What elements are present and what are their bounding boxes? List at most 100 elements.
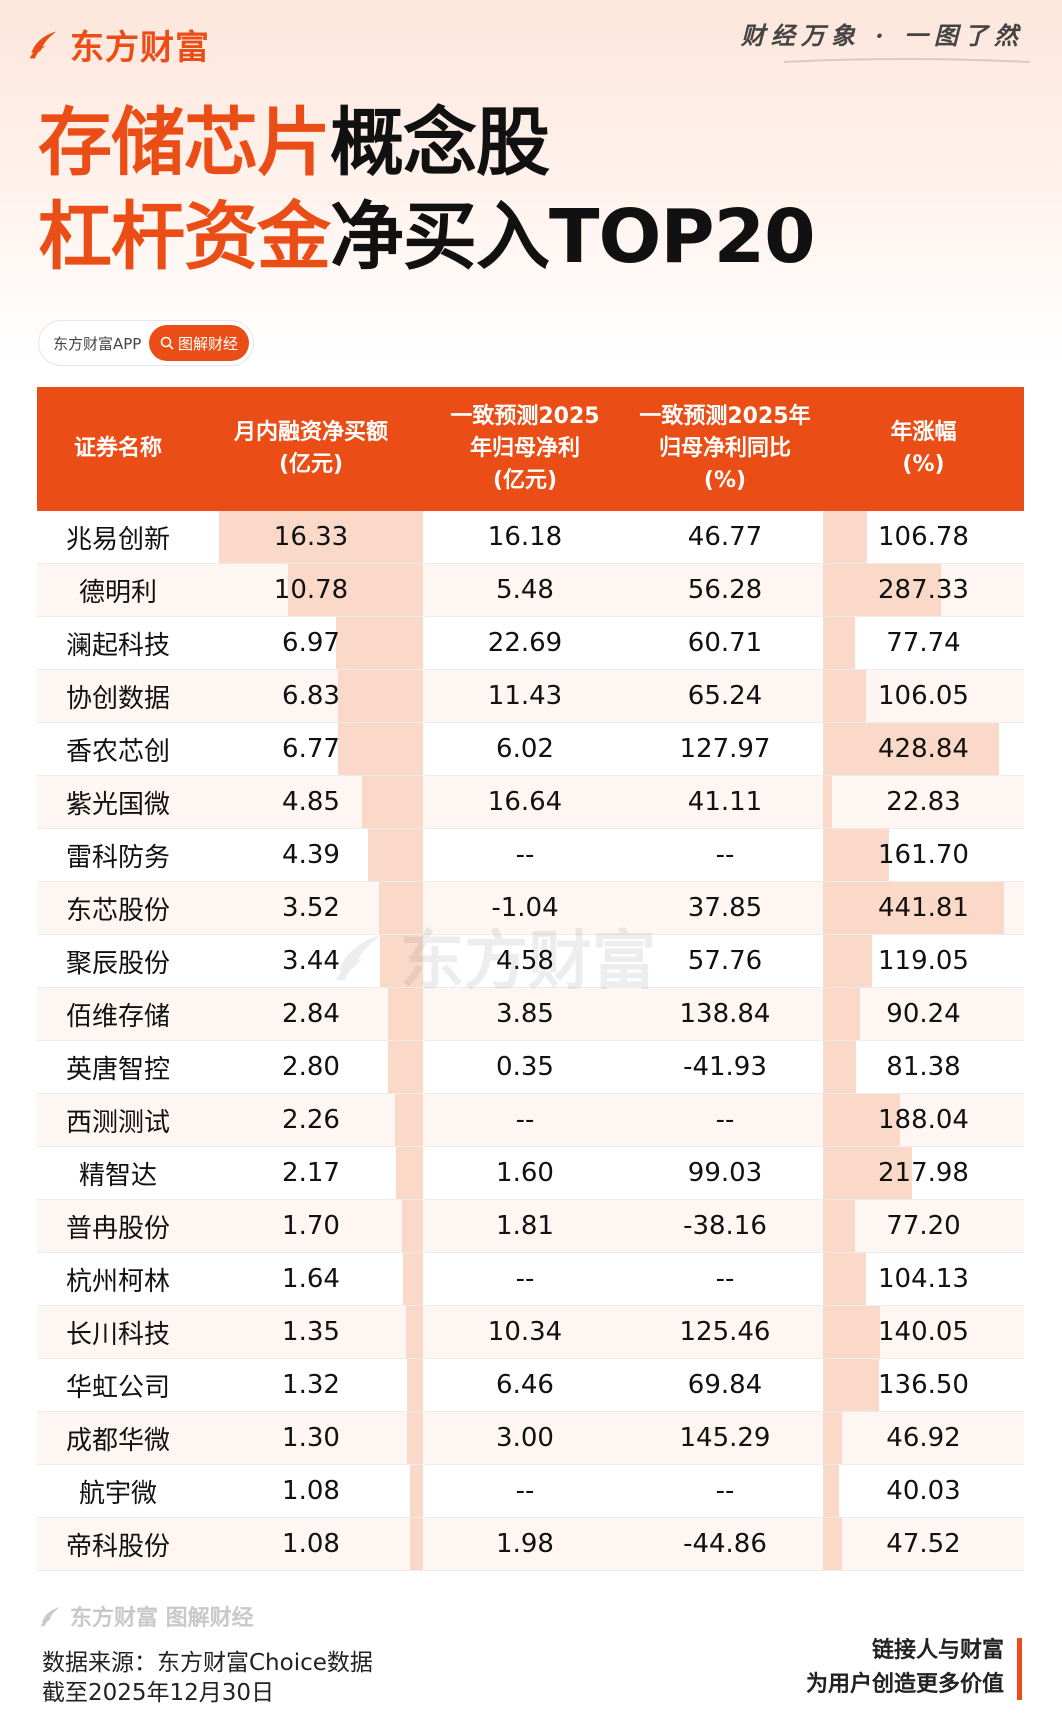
- value-cell: 161.70: [823, 829, 1024, 881]
- table-row: 东芯股份 3.52 -1.04 37.85 441.81: [37, 882, 1024, 935]
- stock-name-cell: 成都华微: [37, 1412, 199, 1464]
- value-cell: --: [627, 1465, 823, 1517]
- value-cell: 41.11: [627, 776, 823, 828]
- value-cell: 140.05: [823, 1306, 1024, 1358]
- cell-text: 188.04: [878, 1105, 969, 1135]
- value-cell: 11.43: [423, 670, 627, 722]
- table-row: 杭州柯林 1.64 -- -- 104.13: [37, 1253, 1024, 1306]
- cell-text: 4.58: [496, 946, 554, 976]
- column-header-line: 月内融资净买额: [233, 420, 388, 445]
- cell-text: --: [515, 1105, 535, 1135]
- cell-text: 精智达: [78, 1160, 157, 1191]
- value-cell: 1.70: [199, 1200, 423, 1252]
- stock-name-cell: 帝科股份: [37, 1518, 199, 1570]
- stock-name-cell: 澜起科技: [37, 617, 199, 669]
- cell-text: -38.16: [683, 1211, 767, 1241]
- stock-name-cell: 普冉股份: [37, 1200, 199, 1252]
- net-buy-bar: [407, 1412, 423, 1464]
- cell-text: 6.77: [282, 734, 340, 764]
- cell-text: 60.71: [687, 628, 763, 658]
- cell-text: 协创数据: [65, 683, 170, 714]
- stock-name-cell: 兆易创新: [37, 511, 199, 563]
- net-buy-bar: [368, 829, 423, 881]
- cell-text: 81.38: [886, 1052, 961, 1082]
- data-table: 证券名称 月内融资净买额 (亿元) 一致预测2025 年归母净利 (亿元) 一致预测2025…: [37, 387, 1024, 1571]
- footer-brand: 东方财富 图解财经: [38, 1600, 254, 1632]
- net-buy-bar: [402, 1200, 423, 1252]
- cell-text: 1.32: [282, 1370, 340, 1400]
- annual-rise-bar: [823, 1147, 912, 1199]
- cell-text: 1.64: [282, 1264, 340, 1294]
- cell-text: 106.78: [878, 522, 969, 552]
- cell-text: 3.85: [496, 999, 554, 1029]
- value-cell: 428.84: [823, 723, 1024, 775]
- cell-text: --: [715, 1105, 735, 1135]
- value-cell: 1.64: [199, 1253, 423, 1305]
- app-pill[interactable]: 东方财富APP 图解财经: [38, 320, 254, 366]
- source-text: 数据来源：东方财富Choice数据: [42, 1650, 373, 1676]
- stock-name-cell: 香农芯创: [37, 723, 199, 775]
- net-buy-bar: [406, 1306, 423, 1358]
- net-buy-bar: [380, 935, 423, 987]
- column-header-line: 归母净利同比: [658, 436, 791, 461]
- title-line-1-rest: 概念股: [330, 100, 550, 186]
- value-cell: 2.80: [199, 1041, 423, 1093]
- net-buy-bar: [288, 564, 423, 616]
- cell-text: 428.84: [878, 734, 969, 764]
- value-cell: 104.13: [823, 1253, 1024, 1305]
- cell-text: 成都华微: [65, 1425, 170, 1456]
- cell-text: 1.70: [282, 1211, 340, 1241]
- cell-text: 22.83: [886, 787, 961, 817]
- value-cell: 5.48: [423, 564, 627, 616]
- cell-text: 2.84: [282, 999, 340, 1029]
- table-row: 雷科防务 4.39 -- -- 161.70: [37, 829, 1024, 882]
- cell-text: 1.30: [282, 1423, 340, 1453]
- value-cell: 1.60: [423, 1147, 627, 1199]
- value-cell: 99.03: [627, 1147, 823, 1199]
- motto-accent-bar: [1017, 1638, 1022, 1700]
- title-line-2-rest: 净买入TOP20: [330, 194, 816, 280]
- value-cell: 22.83: [823, 776, 1024, 828]
- cell-text: 40.03: [886, 1476, 961, 1506]
- cell-text: 3.00: [496, 1423, 554, 1453]
- column-header-2: 月内融资净买额 (亿元): [199, 417, 423, 481]
- table-row: 华虹公司 1.32 6.46 69.84 136.50: [37, 1359, 1024, 1412]
- value-cell: 40.03: [823, 1465, 1024, 1517]
- cell-text: 106.05: [878, 681, 969, 711]
- table-header: 证券名称 月内融资净买额 (亿元) 一致预测2025 年归母净利 (亿元) 一致预测2025…: [37, 387, 1024, 511]
- annual-rise-bar: [823, 882, 1004, 934]
- cell-text: 6.83: [282, 681, 340, 711]
- as-of-date: 截至2025年12月30日: [42, 1680, 275, 1706]
- cell-text: 10.78: [273, 575, 349, 605]
- cell-text: --: [515, 840, 535, 870]
- cell-text: 99.03: [687, 1158, 763, 1188]
- table-row: 精智达 2.17 1.60 99.03 217.98: [37, 1147, 1024, 1200]
- value-cell: 77.74: [823, 617, 1024, 669]
- cell-text: -41.93: [683, 1052, 767, 1082]
- cell-text: 6.02: [496, 734, 554, 764]
- annual-rise-bar: [823, 1412, 842, 1464]
- cell-text: 77.20: [886, 1211, 961, 1241]
- cell-text: 0.35: [496, 1052, 554, 1082]
- footer-logo-icon: [40, 1606, 61, 1627]
- cell-text: 77.74: [886, 628, 961, 658]
- cell-text: 57.76: [687, 946, 763, 976]
- cell-text: 11.43: [487, 681, 563, 711]
- cell-text: 5.48: [496, 575, 554, 605]
- footer-brand-text: 东方财富 图解财经: [70, 1606, 254, 1631]
- value-cell: 106.05: [823, 670, 1024, 722]
- cell-text: 4.85: [282, 787, 340, 817]
- stock-name-cell: 佰维存储: [37, 988, 199, 1040]
- value-cell: 47.52: [823, 1518, 1024, 1570]
- app-pill-tag[interactable]: 图解财经: [149, 325, 249, 361]
- cell-text: 16.33: [273, 522, 349, 552]
- value-cell: 6.46: [423, 1359, 627, 1411]
- value-cell: 1.08: [199, 1518, 423, 1570]
- title-line-2: 杠杆资金净买入TOP20: [38, 190, 816, 284]
- net-buy-bar: [410, 1518, 423, 1570]
- annual-rise-bar: [823, 617, 855, 669]
- stock-name-cell: 协创数据: [37, 670, 199, 722]
- value-cell: 4.58: [423, 935, 627, 987]
- slogan-underline-decoration: [783, 58, 1031, 63]
- app-pill-label: 东方财富APP: [53, 334, 142, 353]
